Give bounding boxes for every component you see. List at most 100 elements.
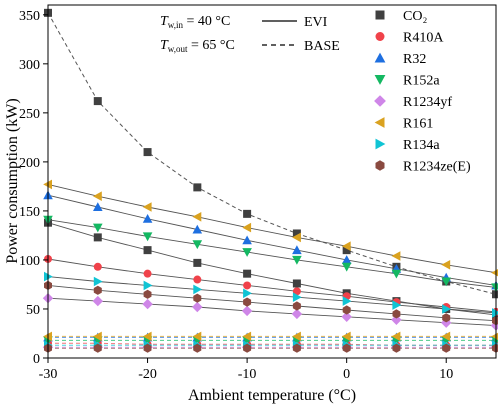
data-point-co-base [292,229,301,238]
data-point-r161-evi [292,232,301,243]
y-axis-label: Power consumption (kW) [4,98,21,263]
data-point-r1234yf-evi [142,298,153,310]
data-point-r161-base [292,331,301,342]
plot-frame [47,4,497,359]
legend-marker-r1234yf [374,95,386,107]
data-point-co-evi [93,233,102,242]
data-point-r161-base [391,331,401,342]
data-point-r152a-evi [192,240,203,250]
series-line-r161-evi [47,183,497,274]
data-point-r410a-evi [93,262,102,271]
data-point-r1234ze-e-base [193,343,202,353]
x-tick-label: -20 [138,367,157,382]
data-point-r1234yf-evi [391,314,402,325]
legend-marker-r1234ze-e [375,160,385,171]
data-point-r32-evi [192,224,203,234]
series-line-co-evi [47,222,497,316]
data-point-co-base [93,97,102,106]
data-point-r410a-evi [143,269,152,278]
data-point-co-evi [243,269,252,278]
data-point-r161-evi [93,191,102,201]
y-tick-label: 200 [19,156,40,171]
data-point-r152a-evi [341,262,352,272]
legend-marker-r152a [374,75,386,85]
data-point-co-base [492,290,498,299]
data-point-r134a-evi [392,300,402,310]
data-point-r32-evi [292,245,302,255]
data-point-r1234ze-e-evi [292,301,301,311]
data-point-r161-base [242,331,252,342]
data-point-r134a-evi [243,288,252,299]
data-point-r1234ze-e-base [93,343,102,353]
data-point-r1234yf-evi [192,301,203,313]
data-point-r32-evi [93,202,103,211]
y-tick-label: 50 [26,303,40,318]
data-point-r32-evi [242,235,252,245]
data-point-r1234ze-e-base [292,343,301,353]
data-point-r32-evi [341,255,352,264]
data-point-r161-base [341,331,351,342]
legend-label-r152a: R152a [403,74,440,89]
data-point-r161-base [192,331,202,342]
data-point-r161-base [142,331,152,342]
legend-marker-co [375,10,385,20]
data-point-r1234ze-e-evi [143,289,152,299]
data-point-r152a-evi [441,277,451,287]
data-point-co-base [243,209,252,218]
legend-label-r32: R32 [403,52,426,67]
x-tick-label: 0 [343,367,350,382]
data-point-r410a-evi [243,281,252,290]
series-r1234ze-e [44,280,498,353]
data-point-r1234ze-e-base [143,343,152,353]
data-point-r1234ze-e-base [243,343,252,353]
data-point-r161-evi [242,222,252,233]
legend-label-base: BASE [304,39,340,54]
legend-label-r1234ze-e: R1234ze(E) [403,160,471,175]
data-point-co-base [193,183,202,192]
series-line-r152a-evi [47,219,497,288]
data-point-r1234ze-e-evi [243,297,252,307]
x-axis-label: Ambient temperature (°C) [188,387,356,404]
legend-label-r134a: R134a [403,138,440,153]
series-line-r32-evi [47,194,497,286]
x-tick-label: 10 [439,367,453,382]
y-tick-label: 350 [19,9,40,24]
data-point-r1234yf-evi [291,308,303,320]
data-point-r1234yf-evi [92,295,103,307]
data-point-r410a-evi [193,275,202,284]
data-point-r152a-evi [242,248,252,257]
data-point-co-evi [143,246,152,255]
data-point-r152a-evi [142,232,153,242]
data-point-r161-evi [491,268,498,277]
data-point-r161-evi [192,212,202,222]
data-point-r134a-evi [442,304,451,314]
legend-marker-r161 [374,117,385,128]
data-point-r134a-evi [93,276,103,287]
legend: EVI BASE CO₂ R410A R32 R152a R1234yf R161 R134a R… [262,9,471,175]
data-point-co-base [143,148,152,157]
series-line-r1234yf-evi [47,297,497,327]
series-r152a [43,215,498,346]
legend-label-co: CO₂ [403,9,427,24]
data-point-r1234ze-e-evi [442,313,451,323]
y-tick-label: 150 [19,205,40,220]
data-point-r1234ze-e-base [442,343,451,353]
legend-label-r161: R161 [403,117,433,132]
legend-marker-r410a [375,32,385,41]
legend-label-r410a: R410A [403,31,444,46]
data-point-co-base [342,246,351,255]
data-point-co-evi [292,279,301,288]
data-point-r152a-evi [292,255,302,265]
y-tick-label: 300 [19,58,40,73]
legend-marker-r134a [375,138,386,150]
data-point-r152a-evi [391,269,402,279]
data-point-r161-evi [441,260,451,270]
data-point-r410a-evi [292,287,301,296]
legend-label-evi: EVI [304,15,328,30]
series-line-r1234ze-e-evi [47,284,497,322]
x-tick-label: -10 [238,367,257,382]
data-point-r161-evi [391,251,401,261]
series-line-r134a-evi [47,276,497,314]
